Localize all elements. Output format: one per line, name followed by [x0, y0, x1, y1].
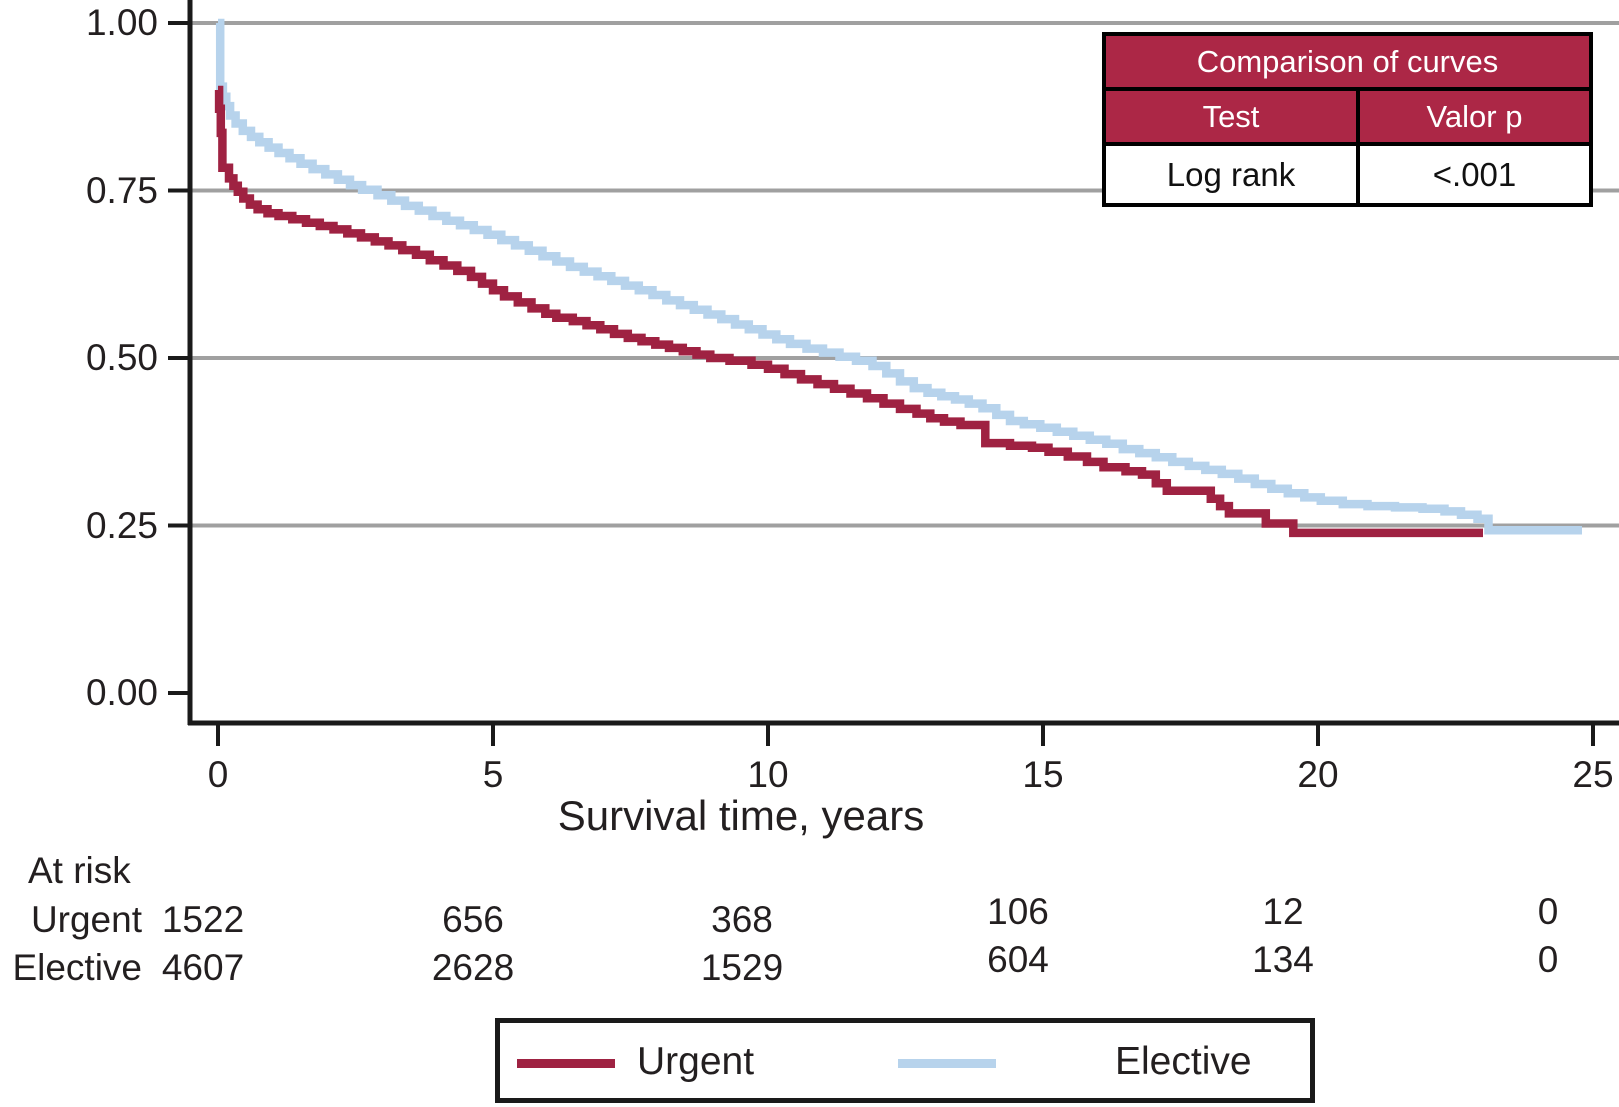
- legend-label-elective: Elective: [1115, 1040, 1252, 1083]
- comparison-table-header-pvalue: Valor p: [1360, 91, 1589, 142]
- x-tick-label: 10: [747, 754, 789, 795]
- at-risk-count-urgent: 12: [1262, 891, 1304, 932]
- at-risk-title: At risk: [28, 850, 131, 891]
- comparison-table-test-name: Log rank: [1106, 146, 1356, 203]
- y-tick-label: 0.00: [85, 672, 158, 713]
- y-tick-label: 1.00: [85, 2, 158, 43]
- comparison-table-header-test: Test: [1106, 91, 1356, 142]
- y-tick-label: 0.50: [85, 337, 158, 378]
- chart-legend: Urgent Elective: [495, 1018, 1315, 1103]
- legend-label-urgent: Urgent: [637, 1040, 755, 1083]
- y-tick-label: 0.25: [85, 504, 158, 546]
- comparison-of-curves-table: Comparison of curves Test Valor p Log ra…: [1102, 32, 1593, 207]
- x-tick-label: 20: [1297, 754, 1339, 795]
- x-axis-title: Survival time, years: [557, 792, 925, 839]
- x-tick-label: 5: [482, 754, 504, 795]
- at-risk-count-elective: 2628: [431, 947, 515, 988]
- at-risk-count-elective: 4607: [161, 947, 245, 988]
- at-risk-count-elective: 0: [1537, 939, 1559, 980]
- survival-curve-urgent: [214, 85, 1483, 538]
- y-tick-label: 0.75: [85, 169, 158, 211]
- at-risk-section: At risk Urgent Elective 1522 656 368 106 12 0…: [0, 850, 1619, 995]
- x-tick-label: 0: [207, 754, 229, 795]
- survival-curve-elective: [215, 18, 1582, 535]
- x-tick-label: 15: [1022, 754, 1064, 795]
- at-risk-count-urgent: 0: [1537, 891, 1559, 932]
- comparison-table-title: Comparison of curves: [1106, 36, 1589, 87]
- at-risk-count-urgent: 1522: [161, 899, 245, 940]
- at-risk-count-urgent: 106: [987, 891, 1049, 932]
- x-tick-label: 25: [1572, 754, 1614, 795]
- at-risk-count-urgent: 656: [442, 899, 504, 940]
- at-risk-row-label-elective: Elective: [12, 947, 142, 988]
- elective-line-swatch: [898, 1059, 996, 1068]
- at-risk-count-urgent: 368: [711, 899, 773, 940]
- comparison-table-p-value: <.001: [1360, 146, 1589, 203]
- at-risk-count-elective: 134: [1252, 939, 1314, 980]
- at-risk-count-elective: 1529: [700, 947, 784, 988]
- at-risk-row-label-urgent: Urgent: [30, 899, 142, 940]
- urgent-line-swatch: [517, 1059, 615, 1068]
- at-risk-count-elective: 604: [987, 939, 1049, 980]
